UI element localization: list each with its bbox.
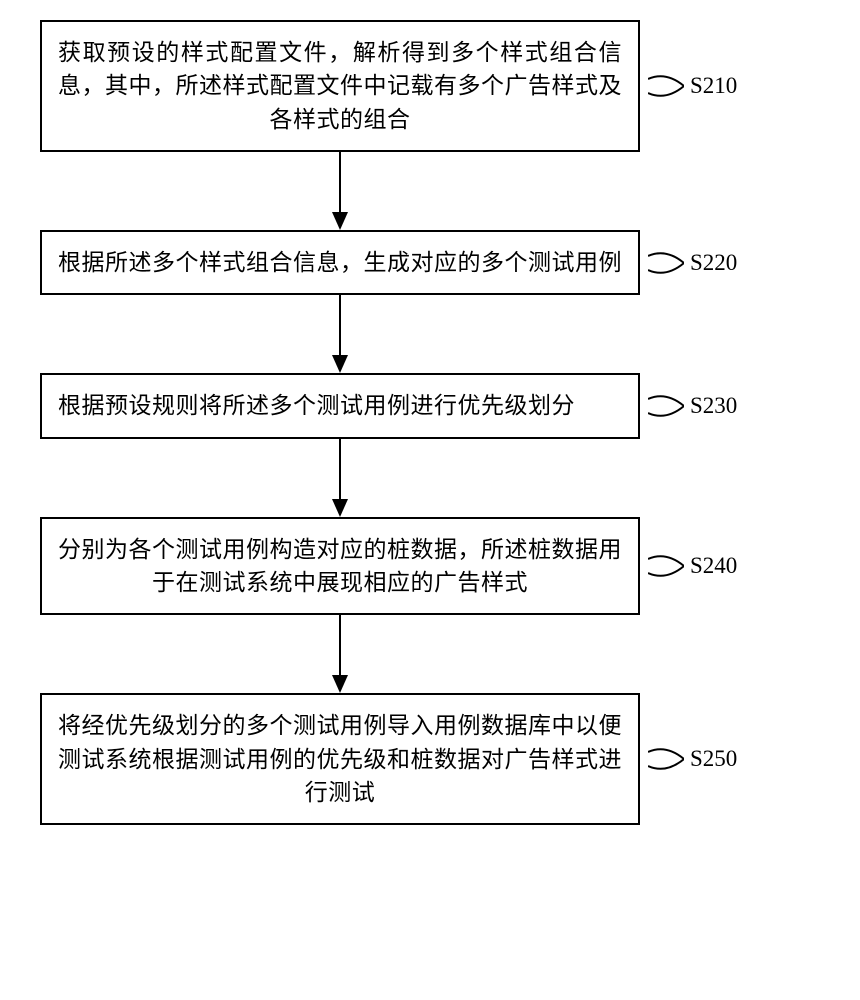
arrow-line (339, 615, 341, 675)
step-label-s220: S220 (690, 250, 737, 276)
arrow-head-icon (332, 499, 348, 517)
arrow-line (339, 295, 341, 355)
step-connector: S210 (648, 73, 737, 99)
step-row: 将经优先级划分的多个测试用例导入用例数据库中以便测试系统根据测试用例的优先级和桩… (40, 693, 820, 825)
step-label-s210: S210 (690, 73, 737, 99)
arrow-line (339, 439, 341, 499)
step-label-s250: S250 (690, 746, 737, 772)
step-connector: S250 (648, 746, 737, 772)
arrow-head-icon (332, 675, 348, 693)
curve-icon (648, 252, 684, 274)
arrow-head-icon (332, 355, 348, 373)
step-row: 获取预设的样式配置文件，解析得到多个样式组合信息，其中，所述样式配置文件中记载有… (40, 20, 820, 152)
step-box-s250: 将经优先级划分的多个测试用例导入用例数据库中以便测试系统根据测试用例的优先级和桩… (40, 693, 640, 825)
curve-icon (648, 395, 684, 417)
step-box-s220: 根据所述多个样式组合信息，生成对应的多个测试用例 (40, 230, 640, 295)
step-label-s230: S230 (690, 393, 737, 419)
arrow (40, 152, 640, 230)
step-connector: S220 (648, 250, 737, 276)
step-label-s240: S240 (690, 553, 737, 579)
step-box-s240: 分别为各个测试用例构造对应的桩数据，所述桩数据用于在测试系统中展现相应的广告样式 (40, 517, 640, 616)
arrow-line (339, 152, 341, 212)
curve-icon (648, 748, 684, 770)
step-connector: S230 (648, 393, 737, 419)
flowchart-container: 获取预设的样式配置文件，解析得到多个样式组合信息，其中，所述样式配置文件中记载有… (40, 20, 820, 825)
arrow (40, 439, 640, 517)
arrow-head-icon (332, 212, 348, 230)
curve-icon (648, 75, 684, 97)
step-connector: S240 (648, 553, 737, 579)
step-box-s230: 根据预设规则将所述多个测试用例进行优先级划分 (40, 373, 640, 438)
arrow (40, 295, 640, 373)
step-box-s210: 获取预设的样式配置文件，解析得到多个样式组合信息，其中，所述样式配置文件中记载有… (40, 20, 640, 152)
arrow (40, 615, 640, 693)
curve-icon (648, 555, 684, 577)
step-row: 根据所述多个样式组合信息，生成对应的多个测试用例 S220 (40, 230, 820, 295)
step-row: 分别为各个测试用例构造对应的桩数据，所述桩数据用于在测试系统中展现相应的广告样式… (40, 517, 820, 616)
step-row: 根据预设规则将所述多个测试用例进行优先级划分 S230 (40, 373, 820, 438)
